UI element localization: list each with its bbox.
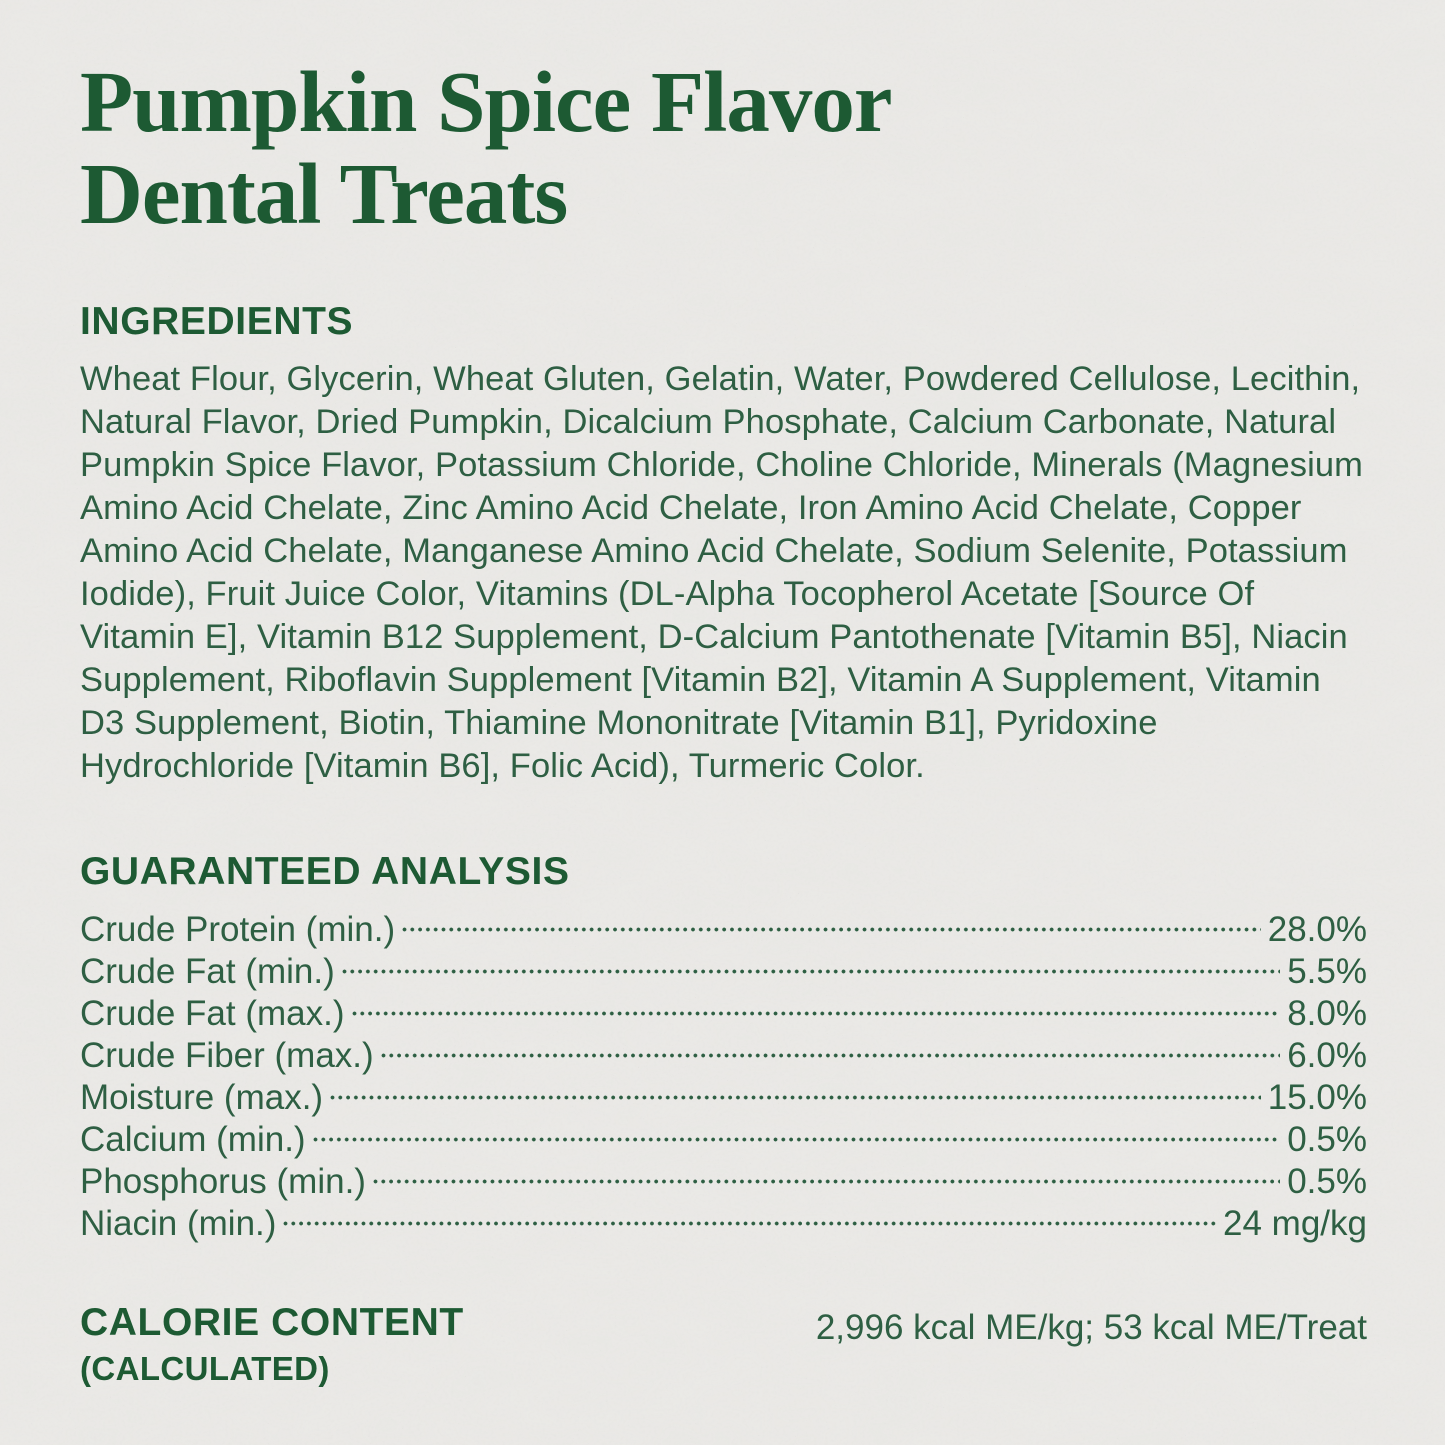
analysis-row: Crude Fiber (max.) 6.0% xyxy=(80,1035,1367,1077)
analysis-row: Niacin (min.) 24 mg/kg xyxy=(80,1203,1367,1245)
analysis-row-value: 8.0% xyxy=(1287,993,1367,1033)
calorie-content-value: 2,996 kcal ME/kg; 53 kcal ME/Treat xyxy=(815,1307,1367,1347)
product-title-line-1: Pumpkin Spice Flavor xyxy=(80,53,892,150)
guaranteed-analysis-table: Crude Protein (min.) 28.0% Crude Fat (mi… xyxy=(80,909,1367,1245)
analysis-row-value: 0.5% xyxy=(1287,1119,1367,1159)
calorie-content-heading-block: CALORIE CONTENT (CALCULATED) xyxy=(80,1301,464,1388)
guaranteed-analysis-heading: GUARANTEED ANALYSIS xyxy=(80,849,570,893)
product-title: Pumpkin Spice Flavor Dental Treats xyxy=(80,53,1367,243)
analysis-row: Moisture (max.) 15.0% xyxy=(80,1077,1367,1119)
product-title-line-2: Dental Treats xyxy=(80,145,568,243)
analysis-row-label: Phosphorus (min.) xyxy=(80,1161,366,1201)
calorie-content-heading: CALORIE CONTENT xyxy=(80,1300,464,1344)
analysis-row-value: 28.0% xyxy=(1267,909,1367,949)
analysis-row-value: 6.0% xyxy=(1287,1035,1367,1075)
analysis-row-label: Niacin (min.) xyxy=(80,1203,277,1243)
analysis-row-value: 24 mg/kg xyxy=(1223,1203,1367,1243)
calorie-content-section: CALORIE CONTENT (CALCULATED) 2,996 kcal … xyxy=(80,1301,1367,1388)
analysis-row-label: Crude Protein (min.) xyxy=(80,909,396,949)
analysis-row-value: 0.5% xyxy=(1287,1161,1367,1201)
ingredients-text: Wheat Flour, Glycerin, Wheat Gluten, Gel… xyxy=(80,360,1364,785)
analysis-row-label: Crude Fat (min.) xyxy=(80,951,335,991)
analysis-row-label: Calcium (min.) xyxy=(80,1119,306,1159)
analysis-row-value: 5.5% xyxy=(1287,951,1367,991)
calorie-content-subheading: (CALCULATED) xyxy=(80,1349,330,1387)
analysis-row-label: Moisture (max.) xyxy=(80,1077,324,1117)
analysis-row-label: Crude Fiber (max.) xyxy=(80,1035,374,1075)
analysis-row-value: 15.0% xyxy=(1267,1077,1367,1117)
analysis-row-label: Crude Fat (max.) xyxy=(80,993,345,1033)
analysis-row: Crude Fat (max.) 8.0% xyxy=(80,993,1367,1035)
analysis-row: Crude Protein (min.) 28.0% xyxy=(80,909,1367,951)
guaranteed-analysis-section: GUARANTEED ANALYSIS Crude Protein (min.)… xyxy=(80,850,1367,1245)
analysis-row: Calcium (min.) 0.5% xyxy=(80,1119,1367,1161)
analysis-row: Phosphorus (min.) 0.5% xyxy=(80,1161,1367,1203)
ingredients-section: INGREDIENTS Wheat Flour, Glycerin, Wheat… xyxy=(80,300,1367,787)
analysis-row: Crude Fat (min.) 5.5% xyxy=(80,951,1367,993)
ingredients-heading: INGREDIENTS xyxy=(80,300,354,344)
